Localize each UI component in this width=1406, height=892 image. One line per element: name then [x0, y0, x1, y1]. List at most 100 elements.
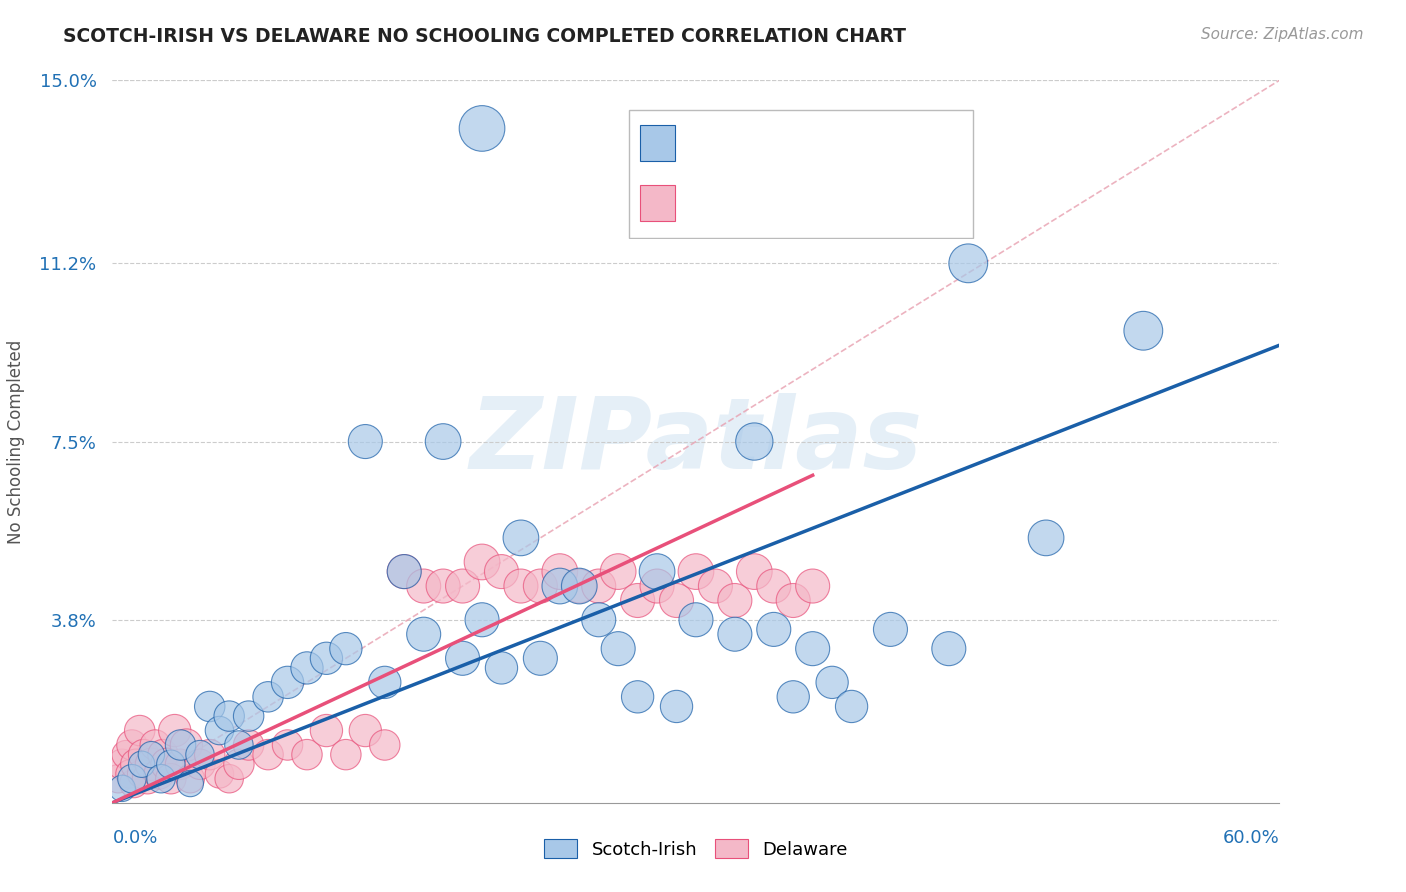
- Point: [163, 723, 186, 738]
- Point: [801, 641, 824, 656]
- Point: [394, 565, 416, 579]
- Point: [568, 579, 591, 593]
- Point: [957, 256, 980, 270]
- Point: [160, 757, 183, 772]
- Text: 0.0%: 0.0%: [112, 829, 157, 847]
- Legend: Scotch-Irish, Delaware: Scotch-Irish, Delaware: [537, 832, 855, 866]
- Point: [782, 690, 804, 704]
- Point: [1132, 324, 1154, 338]
- Point: [841, 699, 863, 714]
- Text: SCOTCH-IRISH VS DELAWARE NO SCHOOLING COMPLETED CORRELATION CHART: SCOTCH-IRISH VS DELAWARE NO SCHOOLING CO…: [63, 27, 907, 45]
- Point: [121, 738, 143, 752]
- Point: [198, 747, 221, 762]
- Point: [354, 723, 377, 738]
- Point: [394, 565, 416, 579]
- Point: [742, 565, 765, 579]
- Point: [188, 757, 211, 772]
- Point: [568, 579, 591, 593]
- Point: [257, 747, 280, 762]
- Point: [374, 675, 396, 690]
- Point: [169, 757, 191, 772]
- Point: [141, 757, 163, 772]
- Point: [218, 709, 240, 723]
- Point: [295, 661, 318, 675]
- Point: [509, 579, 531, 593]
- Text: Source: ZipAtlas.com: Source: ZipAtlas.com: [1201, 27, 1364, 42]
- Point: [179, 776, 201, 790]
- Point: [150, 772, 173, 786]
- Point: [131, 767, 153, 781]
- Point: [607, 565, 630, 579]
- Point: [208, 767, 231, 781]
- Point: [125, 757, 148, 772]
- Point: [374, 738, 396, 752]
- Point: [132, 747, 155, 762]
- Point: [451, 651, 474, 665]
- Point: [938, 641, 960, 656]
- Point: [782, 593, 804, 607]
- Point: [208, 723, 231, 738]
- Point: [762, 579, 785, 593]
- Point: [218, 772, 240, 786]
- Point: [315, 723, 337, 738]
- Point: [491, 661, 513, 675]
- Point: [685, 613, 707, 627]
- Point: [645, 579, 668, 593]
- Point: [188, 747, 211, 762]
- Point: [471, 613, 494, 627]
- Point: [762, 623, 785, 637]
- Point: [160, 772, 183, 786]
- Point: [115, 747, 138, 762]
- Point: [141, 747, 163, 762]
- Point: [412, 627, 434, 641]
- Point: [143, 738, 166, 752]
- Point: [315, 651, 337, 665]
- Point: [821, 675, 844, 690]
- Point: [198, 699, 221, 714]
- Point: [335, 641, 357, 656]
- Point: [156, 757, 179, 772]
- Point: [354, 434, 377, 449]
- Point: [588, 613, 610, 627]
- Point: [228, 738, 250, 752]
- Point: [588, 579, 610, 593]
- Point: [295, 747, 318, 762]
- Point: [879, 623, 901, 637]
- Text: 60.0%: 60.0%: [1223, 829, 1279, 847]
- Point: [276, 738, 298, 752]
- Point: [801, 579, 824, 593]
- Point: [627, 593, 650, 607]
- Point: [412, 579, 434, 593]
- Point: [627, 690, 650, 704]
- Text: ZIPatlas: ZIPatlas: [470, 393, 922, 490]
- Point: [176, 738, 198, 752]
- Point: [645, 565, 668, 579]
- Point: [121, 772, 143, 786]
- Point: [548, 565, 571, 579]
- Point: [276, 675, 298, 690]
- Point: [152, 747, 174, 762]
- Point: [169, 738, 191, 752]
- Point: [724, 627, 747, 641]
- Point: [724, 593, 747, 607]
- Point: [131, 757, 153, 772]
- Point: [471, 121, 494, 136]
- Point: [1035, 531, 1057, 545]
- Point: [548, 579, 571, 593]
- Point: [148, 767, 170, 781]
- Point: [228, 757, 250, 772]
- Point: [491, 565, 513, 579]
- Point: [118, 767, 141, 781]
- Point: [432, 579, 454, 593]
- Point: [179, 772, 201, 786]
- Point: [742, 434, 765, 449]
- Point: [665, 593, 688, 607]
- Point: [665, 699, 688, 714]
- Point: [529, 651, 551, 665]
- Y-axis label: No Schooling Completed: No Schooling Completed: [7, 340, 25, 543]
- Point: [238, 738, 260, 752]
- Point: [335, 747, 357, 762]
- Point: [704, 579, 727, 593]
- Point: [607, 641, 630, 656]
- Point: [257, 690, 280, 704]
